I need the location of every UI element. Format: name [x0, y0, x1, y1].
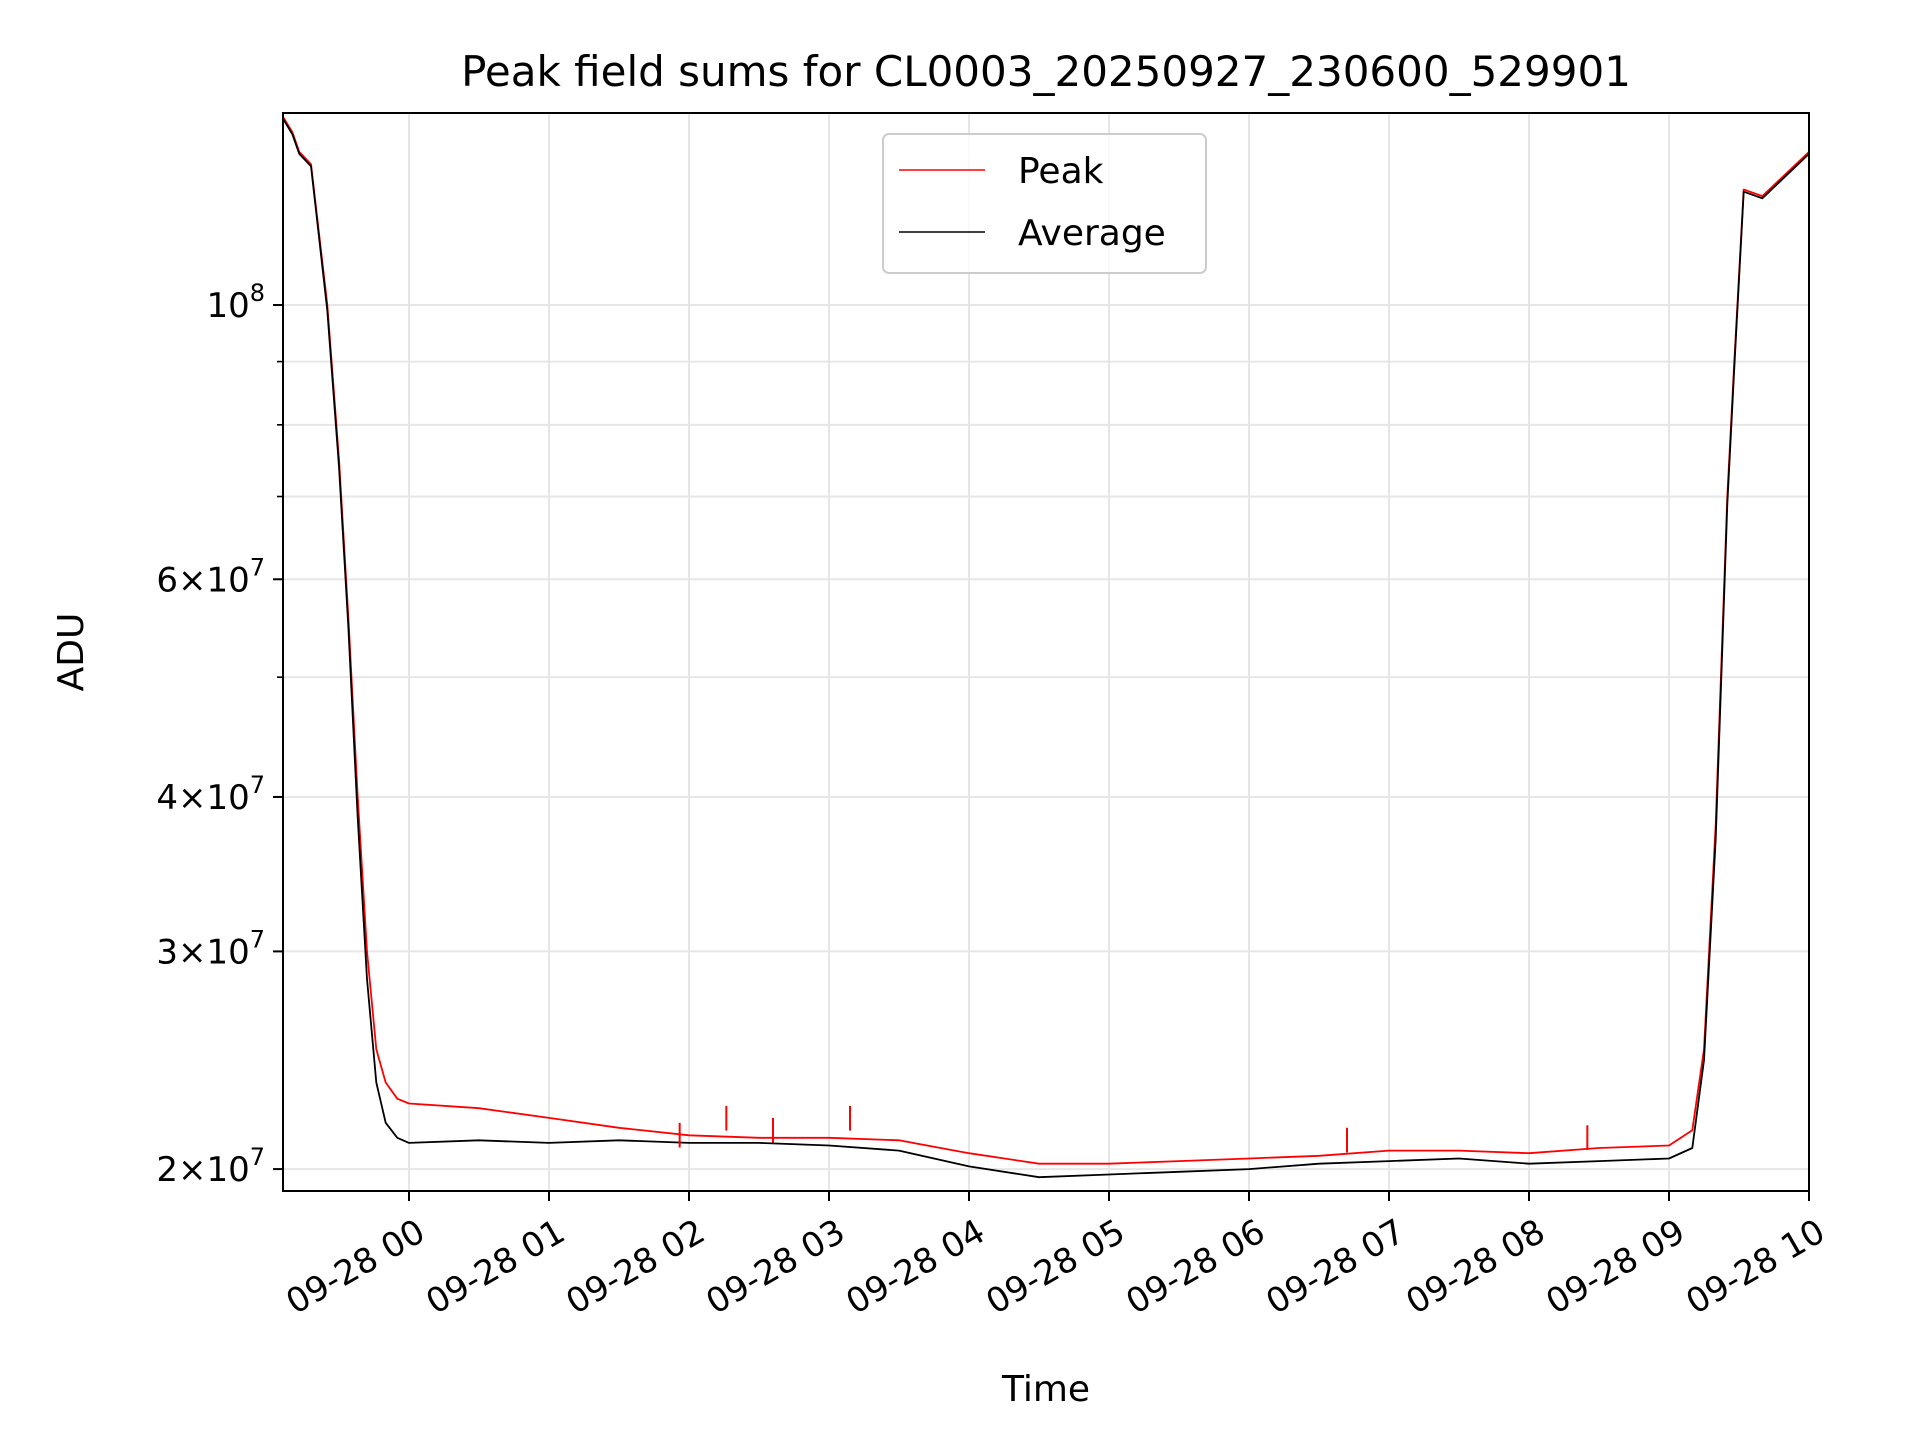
series-layer — [282, 116, 1810, 1179]
y-tick-label: 108 — [206, 279, 265, 326]
y-tick-label: 2×107 — [156, 1143, 265, 1190]
y-axis: 2×107 3×107 4×107 6×107 108 — [156, 279, 283, 1190]
legend-label-average: Average — [1018, 213, 1166, 254]
y-tick-label: 4×107 — [156, 771, 265, 818]
y-axis-label: ADU — [51, 613, 92, 692]
chart-title: Peak field sums for CL0003_20250927_2306… — [461, 47, 1631, 96]
x-axis-label: Time — [1001, 1369, 1090, 1410]
legend-label-peak: Peak — [1018, 151, 1104, 192]
legend: Peak Average — [882, 133, 1207, 274]
series-line-average — [282, 118, 1810, 1179]
y-tick-label: 3×107 — [156, 925, 265, 972]
y-tick-label: 6×107 — [156, 553, 265, 600]
legend-box — [882, 133, 1207, 274]
plot-frame — [282, 112, 1810, 1192]
